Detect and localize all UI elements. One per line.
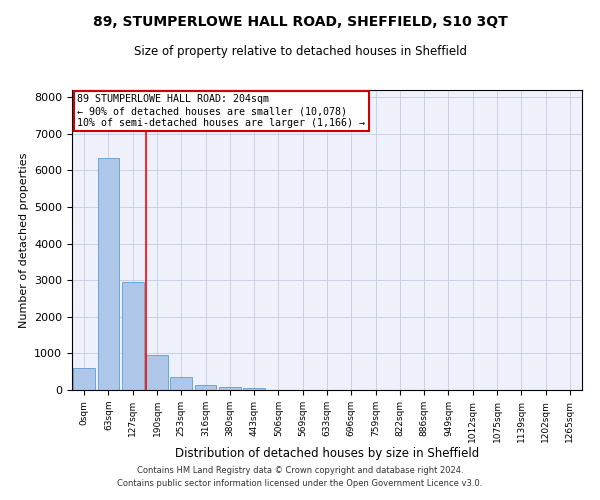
Bar: [194, 384, 217, 390]
Bar: [73, 368, 95, 390]
Text: 89, STUMPERLOWE HALL ROAD, SHEFFIELD, S10 3QT: 89, STUMPERLOWE HALL ROAD, SHEFFIELD, S1…: [92, 15, 508, 29]
Bar: [219, 387, 241, 390]
Text: 89 STUMPERLOWE HALL ROAD: 204sqm
← 90% of detached houses are smaller (10,078)
1: 89 STUMPERLOWE HALL ROAD: 204sqm ← 90% o…: [77, 94, 365, 128]
Bar: [170, 377, 192, 390]
Y-axis label: Number of detached properties: Number of detached properties: [19, 152, 29, 328]
Text: Size of property relative to detached houses in Sheffield: Size of property relative to detached ho…: [133, 45, 467, 58]
Bar: [146, 354, 168, 390]
Bar: [243, 388, 265, 390]
X-axis label: Distribution of detached houses by size in Sheffield: Distribution of detached houses by size …: [175, 448, 479, 460]
Text: Contains HM Land Registry data © Crown copyright and database right 2024.
Contai: Contains HM Land Registry data © Crown c…: [118, 466, 482, 487]
Bar: [122, 282, 143, 390]
Bar: [97, 158, 119, 390]
